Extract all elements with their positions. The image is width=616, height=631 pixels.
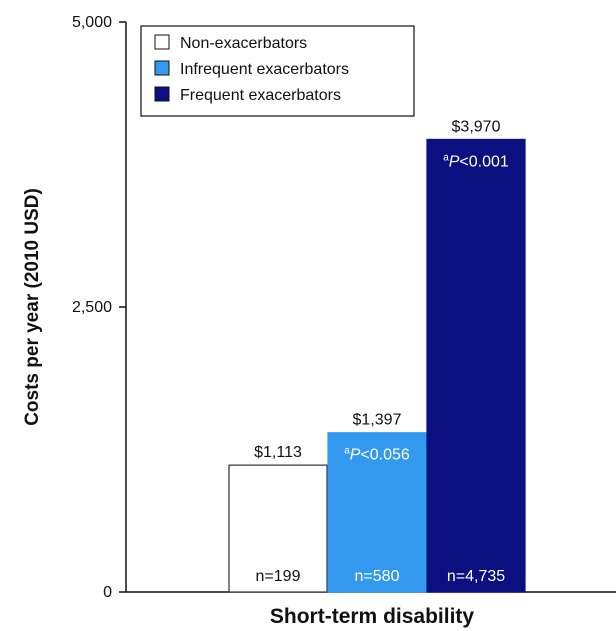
bar-value-label: $1,397	[353, 412, 402, 429]
bar-n-label: n=199	[256, 568, 301, 585]
y-tick-label: 2,500	[72, 299, 112, 316]
bar-p-value-label: aP<0.001	[443, 152, 509, 170]
bar-p-value-label: aP<0.056	[344, 446, 410, 464]
bar-n-label: n=580	[355, 568, 400, 585]
bar-group: $1,113 n=199	[228, 444, 328, 593]
legend-label: Non-exacerbators	[180, 35, 307, 52]
bar-value-label: $3,970	[452, 118, 501, 135]
bar-group: $3,970 n=4,735 aP<0.001	[426, 118, 526, 593]
bar-n-label: n=4,735	[447, 568, 505, 585]
legend-box	[140, 25, 415, 117]
legend-label: Infrequent exacerbators	[180, 61, 349, 78]
y-tick-label: 5,000	[72, 14, 112, 31]
legend-swatch	[154, 86, 170, 102]
legend: Non-exacerbators Infrequent exacerbators F…	[140, 25, 415, 117]
y-tick-label: 0	[103, 584, 112, 601]
legend-item: Infrequent exacerbators	[154, 60, 349, 78]
legend-swatch	[154, 60, 170, 76]
bar	[426, 138, 526, 593]
y-axis-label: Costs per year (2010 USD)	[22, 188, 43, 426]
legend-label: Frequent exacerbators	[180, 87, 341, 104]
bars: $1,113 n=199 $1,397 n=580 aP<0.056 $3,970 n=4,…	[228, 118, 526, 593]
x-axis-label: Short-term disability	[270, 605, 475, 628]
y-ticks: 0 2,500 5,000	[72, 14, 126, 601]
bar-group: $1,397 n=580 aP<0.056	[327, 412, 427, 593]
bar	[327, 432, 427, 593]
legend-swatch	[154, 34, 170, 50]
bar	[228, 464, 328, 593]
legend-item: Non-exacerbators	[154, 34, 307, 52]
bar-value-label: $1,113	[254, 444, 302, 461]
legend-item: Frequent exacerbators	[154, 86, 341, 104]
